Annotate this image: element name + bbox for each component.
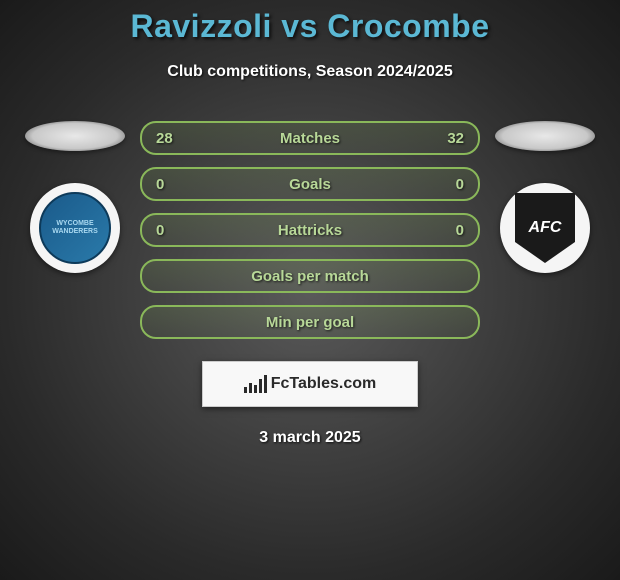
- stat-label: Goals: [289, 176, 331, 193]
- comparison-card: Ravizzoli vs Crocombe Club competitions,…: [0, 0, 620, 447]
- brand-plate: FcTables.com: [202, 361, 418, 407]
- club-badge-right: AFC: [500, 183, 590, 273]
- page-title: Ravizzoli vs Crocombe: [0, 8, 620, 45]
- player-right-avatar-placeholder: [495, 121, 595, 151]
- stat-right-value: 0: [440, 176, 464, 193]
- club-badge-right-label: AFC: [515, 193, 575, 263]
- stat-row-goals: 0 Goals 0: [140, 167, 480, 201]
- brand-chart-icon: [244, 375, 267, 393]
- date-label: 3 march 2025: [0, 429, 620, 447]
- comparison-row: WYCOMBE WANDERERS 28 Matches 32 0 Goals …: [0, 121, 620, 339]
- stat-right-value: 0: [440, 222, 464, 239]
- stats-column: 28 Matches 32 0 Goals 0 0 Hattricks 0 Go…: [140, 121, 480, 339]
- stat-label: Min per goal: [266, 314, 354, 331]
- stat-left-value: 0: [156, 176, 180, 193]
- player-right-column: AFC: [490, 121, 600, 273]
- player-left-column: WYCOMBE WANDERERS: [20, 121, 130, 273]
- stat-label: Goals per match: [251, 268, 369, 285]
- club-badge-left: WYCOMBE WANDERERS: [30, 183, 120, 273]
- stat-label: Hattricks: [278, 222, 342, 239]
- stat-row-hattricks: 0 Hattricks 0: [140, 213, 480, 247]
- stat-row-min-per-goal: Min per goal: [140, 305, 480, 339]
- stat-row-matches: 28 Matches 32: [140, 121, 480, 155]
- player-left-avatar-placeholder: [25, 121, 125, 151]
- stat-row-goals-per-match: Goals per match: [140, 259, 480, 293]
- stat-left-value: 28: [156, 130, 180, 147]
- club-badge-left-label: WYCOMBE WANDERERS: [39, 192, 111, 264]
- subtitle: Club competitions, Season 2024/2025: [0, 63, 620, 81]
- stat-label: Matches: [280, 130, 340, 147]
- brand-text: FcTables.com: [271, 375, 377, 393]
- stat-right-value: 32: [440, 130, 464, 147]
- stat-left-value: 0: [156, 222, 180, 239]
